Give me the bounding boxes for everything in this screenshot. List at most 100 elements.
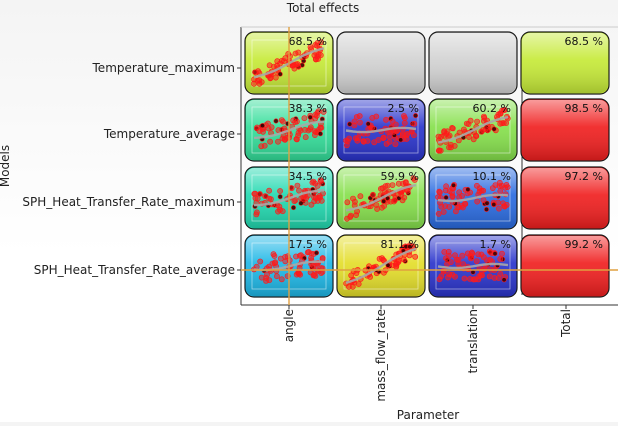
cell-r0-c0-point: [266, 62, 273, 69]
cell-r1-c2-point: [467, 117, 474, 124]
cell-r0-c0-point: [277, 71, 283, 77]
cell-r1-c0-point: [301, 126, 308, 133]
cell-r3-c2-point: [475, 276, 482, 283]
cell-r2-c2-point: [449, 193, 456, 200]
cell-r2-c0-point: [266, 195, 273, 202]
cell-r1-c0-value-label: 38.3 %: [289, 102, 327, 115]
cell-r3-c0-point: [277, 255, 284, 262]
x-tick-label-0: angle: [282, 309, 296, 342]
cell-r0-c0-point: [307, 44, 314, 50]
cell-r1-c2-point: [480, 113, 487, 120]
cell-r1-c1-point: [351, 118, 358, 125]
cell-r1-c0-point: [268, 124, 275, 131]
cell-r2-c2: 10.1 %: [428, 166, 518, 230]
cell-r2-c2-point: [450, 182, 456, 188]
cell-r2-c2-point: [498, 182, 505, 189]
cell-r2-c2-value-label: 10.1 %: [473, 170, 511, 183]
cell-r1-c1-point: [401, 115, 408, 121]
cell-r0-c0-point: [252, 69, 259, 76]
cell-r1-c2: 60.2 %: [428, 98, 518, 162]
cell-r1-c0-point: [293, 136, 300, 143]
cell-r0-c0-point: [282, 55, 289, 62]
cell-r2-c2-point: [484, 200, 490, 206]
cell-r1-c1-point: [365, 121, 371, 127]
cell-r3-c2-point: [467, 252, 474, 259]
cell-r1-c2-point: [474, 118, 480, 125]
cell-r3-c0-point: [258, 274, 265, 281]
cell-r2-c2-point: [500, 200, 506, 207]
cell-r2-c1-point: [387, 198, 394, 205]
cell-r1-c0-point: [290, 117, 297, 124]
cell-r0-c0-point: [314, 42, 320, 49]
cell-r3-c2-point: [499, 250, 505, 257]
cell-r2-c1-point: [398, 191, 405, 198]
cell-r2-c2-point: [497, 188, 504, 195]
cell-r1-c1-point: [389, 118, 396, 125]
cell-r1-c2-point: [491, 126, 497, 132]
cell-r3-c2-point: [461, 275, 468, 282]
cell-r2-c2-point: [456, 189, 463, 196]
cell-r2-c2-point: [465, 187, 471, 193]
cell-r2-c2-point: [473, 182, 480, 189]
cell-r2-c1-point: [347, 212, 354, 219]
cell-r1-c1-trend-line: [345, 126, 417, 134]
cell-r3-c0-scatter: [251, 248, 326, 284]
cell-r1-c1-point: [368, 125, 375, 132]
cell-r3-c1-point: [348, 272, 355, 279]
total-cell-r1-value-label: 98.5 %: [565, 102, 603, 115]
cell-r1-c0-point: [314, 109, 321, 116]
cell-r2-c2-point: [435, 210, 442, 217]
cell-r1-c0-point: [258, 143, 265, 150]
cell-r0-c1-gloss: [338, 33, 424, 93]
cell-r1-c1-point: [383, 116, 389, 123]
cell-r2-c1-point: [410, 175, 417, 182]
chart-title: Total effects: [286, 1, 359, 15]
total-cell-r2-value-label: 97.2 %: [565, 170, 603, 183]
cell-r1-c2-scatter: [435, 107, 511, 154]
cell-r2-c1-point: [384, 182, 391, 189]
cell-r3-c1-point: [400, 256, 407, 263]
cell-r2-c0-point: [277, 194, 283, 200]
cell-r3-c2-point: [480, 254, 487, 261]
cell-r2-c0-point: [292, 197, 299, 204]
cell-r1-c1-point: [401, 120, 408, 126]
cell-r2-c1: 59.9 %: [336, 166, 426, 230]
cell-r3-c0-point: [273, 273, 280, 280]
cell-r3-c2-point: [449, 271, 456, 278]
cell-r2-c2-point: [489, 185, 496, 191]
x-axis-title: Parameter: [397, 408, 459, 422]
cell-r1-c1-point: [347, 121, 353, 127]
cell-r2-c2-point: [442, 187, 449, 194]
cell-r0-c1: [336, 31, 426, 95]
cell-r3-c2-inner-frame: [435, 242, 511, 290]
cell-r1-c1-inner-frame: [343, 106, 419, 154]
cell-r2-c0-point: [318, 178, 324, 185]
y-tick-label-0: Temperature_maximum: [92, 61, 235, 75]
cell-r1-c0-point: [275, 138, 281, 145]
cell-r2-c0-point: [253, 209, 260, 216]
cell-r2-c2-point: [503, 181, 510, 188]
cell-r3-c1-point: [355, 281, 362, 287]
cell-r2-c0-point: [262, 193, 268, 200]
cell-r3-c2-point: [501, 277, 507, 283]
cell-r2-c0-point: [296, 187, 302, 194]
total-cell-r2: 97.2 %: [520, 166, 610, 230]
cell-r1-c0-point: [275, 127, 282, 134]
cell-r2-c2-point: [474, 198, 481, 205]
cell-r0-c0-point: [315, 56, 321, 62]
cell-r1-c1-point: [375, 137, 382, 143]
cell-r2-c1-point: [378, 204, 385, 211]
cell-r3-c2-point: [438, 273, 445, 280]
cell-r0-c0-point: [272, 74, 279, 81]
cell-r3-c2-point: [443, 255, 449, 262]
cell-r3-c0-point: [257, 258, 264, 265]
cell-r2-c2-point: [462, 200, 468, 207]
cell-r2-c1-trend-line: [345, 183, 417, 212]
cell-r3-c1-point: [380, 256, 386, 263]
y-axis-title: Models: [0, 145, 12, 187]
cell-r2-c0-point: [256, 191, 263, 197]
cell-r3-c2-point: [486, 248, 493, 255]
total-cell-r0-value-label: 68.5 %: [565, 35, 603, 48]
cell-r3-c2-point: [445, 274, 451, 281]
cell-r3-c1-point: [393, 262, 400, 269]
